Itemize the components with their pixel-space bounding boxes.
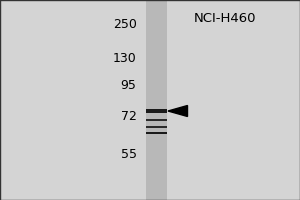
Text: 55: 55 <box>121 148 136 160</box>
Bar <box>146 132 167 134</box>
Bar <box>146 0 167 200</box>
Bar <box>146 119 167 121</box>
Text: 130: 130 <box>113 52 136 66</box>
Text: 250: 250 <box>112 18 136 30</box>
Text: 95: 95 <box>121 79 136 92</box>
Bar <box>146 109 167 113</box>
Bar <box>146 126 167 128</box>
Polygon shape <box>168 106 188 116</box>
Text: NCI-H460: NCI-H460 <box>194 12 256 25</box>
Text: 72: 72 <box>121 110 136 123</box>
